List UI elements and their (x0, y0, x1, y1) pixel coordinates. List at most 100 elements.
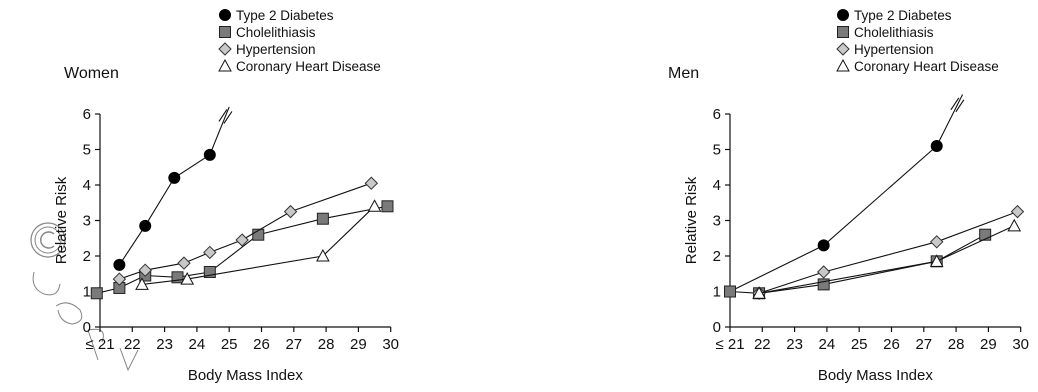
data-point (724, 285, 736, 298)
series-line-extension (209, 106, 230, 156)
x-tick-label: 23 (156, 336, 173, 353)
data-point (1007, 218, 1022, 232)
legend-label: Cholelithiasis (236, 25, 316, 40)
data-point (381, 200, 394, 213)
legend-marker-circle-icon (837, 9, 849, 21)
data-point (112, 272, 127, 286)
data-point (817, 239, 830, 252)
legend-marker-diamond-icon (218, 42, 232, 56)
data-point (316, 248, 330, 262)
y-tick-label: 5 (713, 142, 721, 159)
x-tick-label: ≤ 21 (85, 336, 114, 353)
x-tick-label: 28 (948, 336, 965, 353)
y-tick-label: 4 (83, 177, 91, 194)
data-point (177, 256, 191, 270)
x-tick-label: 29 (980, 336, 997, 353)
series-line (759, 225, 1015, 294)
y-axis-label: Relative Risk (683, 176, 700, 264)
data-point (816, 265, 831, 279)
data-point (235, 233, 249, 247)
x-tick-label: 30 (382, 336, 399, 353)
legend-marker-square-icon (837, 26, 849, 38)
x-tick-label: 24 (819, 336, 836, 353)
legend-item: Type 2 Diabetes (219, 8, 334, 23)
series-type-2-diabetes (113, 106, 233, 271)
x-tick-label: 23 (786, 336, 803, 353)
data-point (135, 277, 149, 290)
data-point (283, 204, 298, 219)
legend-label: Hypertension (236, 42, 316, 57)
chart-panel-women: Women Type 2 Diabetes Cholelithiasis Hypert… (53, 8, 399, 384)
x-tick-label: 22 (124, 336, 141, 353)
legend-label: Type 2 Diabetes (854, 8, 952, 23)
data-point (168, 171, 181, 184)
data-point (113, 258, 126, 271)
chart-title: Women (64, 65, 119, 82)
data-point (817, 278, 830, 291)
data-point (1010, 204, 1025, 219)
legend-marker-triangle-icon (836, 58, 850, 72)
y-tick-label: 5 (83, 142, 91, 159)
legend: Type 2 Diabetes Cholelithiasis Hypertensio… (836, 8, 999, 74)
data-point (367, 199, 382, 212)
legend-marker-triangle-icon (218, 58, 232, 72)
x-tick-label: 30 (1012, 336, 1029, 353)
legend-item: Hypertension (836, 42, 934, 57)
legend-label: Cholelithiasis (854, 25, 934, 40)
x-tick-label: 25 (221, 336, 238, 353)
data-point (252, 228, 265, 241)
data-point (930, 235, 944, 249)
x-tick-label: 26 (883, 336, 900, 353)
x-tick-label: 28 (318, 336, 335, 353)
legend-label: Coronary Heart Disease (854, 59, 999, 74)
y-axis-label: Relative Risk (53, 176, 70, 264)
y-tick-label: 6 (713, 106, 721, 123)
y-tick-label: 1 (713, 284, 721, 301)
y-tick-label: 6 (83, 106, 91, 123)
legend-item: Coronary Heart Disease (836, 58, 999, 74)
legend-item: Cholelithiasis (219, 25, 316, 40)
series-hypertension (112, 176, 379, 286)
legend-marker-circle-icon (219, 9, 231, 21)
series-hypertension (752, 204, 1025, 300)
legend-label: Hypertension (854, 42, 934, 57)
legend-label: Coronary Heart Disease (236, 59, 381, 74)
data-point (929, 254, 944, 267)
break-mark-icon (218, 109, 228, 122)
data-point (171, 271, 184, 284)
y-tick-label: 1 (83, 284, 91, 301)
series-coronary-heart-disease (135, 199, 382, 290)
data-point (139, 219, 152, 232)
data-point (203, 265, 216, 278)
legend: Type 2 Diabetes Cholelithiasis Hypertensio… (218, 8, 381, 74)
x-tick-label: 24 (189, 336, 206, 353)
legend-item: Coronary Heart Disease (218, 58, 381, 74)
y-tick-label: 0 (83, 319, 91, 336)
series-line (729, 234, 986, 294)
series-cholelithiasis (90, 200, 394, 300)
x-tick-label: 27 (285, 336, 302, 353)
data-point (90, 287, 103, 300)
x-axis-label: Body Mass Index (818, 367, 934, 384)
data-point (180, 272, 195, 285)
x-tick-label: 27 (915, 336, 932, 353)
x-axis-label: Body Mass Index (188, 367, 304, 384)
data-point (979, 228, 992, 241)
data-point (203, 148, 216, 161)
legend-item: Cholelithiasis (837, 25, 934, 40)
y-tick-label: 2 (713, 248, 721, 265)
chart-panel-men: Men Type 2 Diabetes Cholelithiasis Hyperten… (668, 8, 1029, 384)
series-line (758, 211, 1018, 294)
y-tick-label: 4 (713, 177, 721, 194)
legend-item: Type 2 Diabetes (837, 8, 952, 23)
legend-item: Hypertension (218, 42, 316, 57)
series-line (141, 205, 375, 285)
x-tick-label: 26 (253, 336, 270, 353)
series-line-extension (936, 94, 964, 147)
x-tick-label: 29 (350, 336, 367, 353)
y-tick-label: 3 (83, 213, 91, 230)
legend-marker-diamond-icon (836, 42, 850, 56)
data-point (203, 245, 217, 260)
break-mark-icon (223, 111, 233, 124)
